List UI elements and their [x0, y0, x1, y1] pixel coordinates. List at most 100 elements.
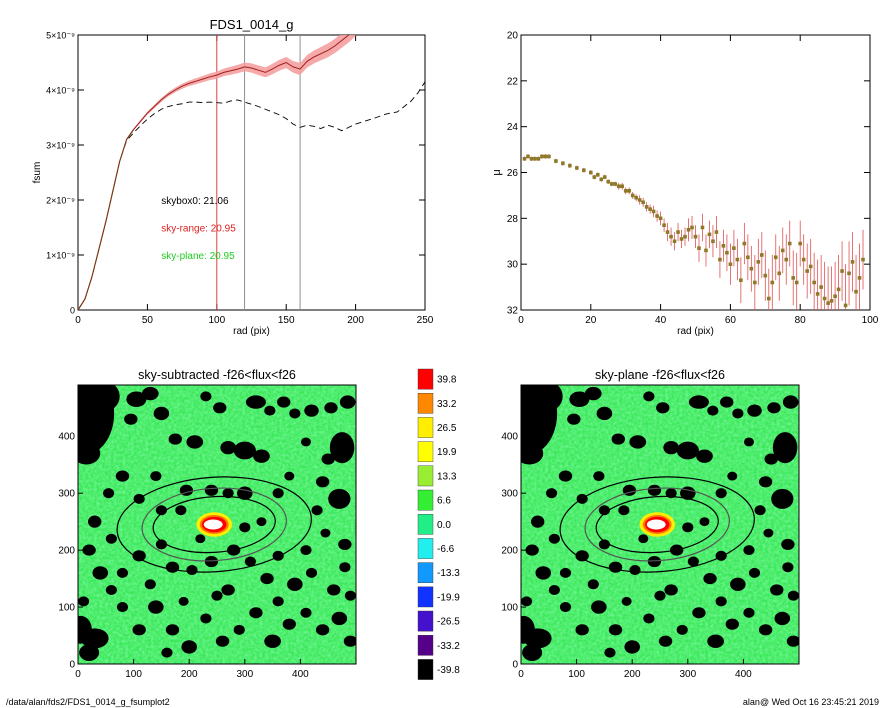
map1-masked-source [126, 391, 147, 408]
map2-masked-source [707, 405, 719, 416]
map1-masked-source [116, 602, 129, 613]
map1-masked-source [141, 386, 159, 401]
mu-point [812, 280, 816, 285]
map1-masked-source [211, 590, 223, 601]
mu-point [833, 294, 837, 299]
fsum-ylabel: fsum [32, 162, 43, 184]
map2-masked-source [521, 442, 544, 465]
map1-masked-source [245, 395, 266, 409]
map2-masked-source [548, 584, 560, 595]
map1-ytick-label: 0 [69, 660, 75, 671]
map1-xtick-label: 0 [75, 669, 81, 680]
mu-point [561, 161, 565, 166]
colorbar-swatch [417, 465, 434, 487]
colorbar-swatch [417, 417, 434, 438]
map2-masked-source [715, 550, 727, 561]
mu-ytick-label: 30 [507, 260, 519, 271]
mu-point [623, 189, 628, 193]
map2-masked-source [584, 386, 602, 401]
mu-point [770, 280, 775, 285]
fsum-xtick-label: 100 [208, 315, 225, 326]
map1-masked-source [233, 624, 245, 635]
map1-aperture-ellipse [141, 487, 287, 562]
map1-ytick-label: 300 [58, 489, 75, 500]
map1-masked-source [264, 405, 276, 416]
mu-point [822, 296, 827, 301]
map2-masked-source [575, 550, 589, 562]
map2-masked-source [521, 596, 533, 607]
map2-masked-source [720, 396, 734, 408]
fsum-annotation: sky-range: 20.95 [161, 224, 236, 235]
map2-masked-source [608, 561, 623, 573]
mu-point [746, 255, 750, 260]
map2-title: sky-plane -f26<flux<f26 [595, 368, 725, 382]
map2-masked-source [725, 618, 739, 630]
mu-chart: 0 20 40 60 80 100 20 22 24 26 28 30 32 rad (pix) μ [491, 31, 879, 338]
colorbar-label: -13.3 [437, 568, 460, 579]
map1-masked-source [221, 584, 235, 596]
fsum-ytick-label: 5×10⁻⁹ [46, 31, 75, 41]
map1-masked-source [165, 624, 180, 636]
mu-point [637, 198, 642, 202]
mu-point [669, 234, 673, 239]
mu-point [808, 264, 813, 269]
map2-masked-source [629, 565, 641, 576]
colorbar-label: 39.8 [437, 375, 457, 386]
map2-masked-source [687, 556, 699, 567]
map2-xtick-label: 300 [679, 669, 696, 680]
map1-masked-source [168, 433, 182, 445]
mu-point [763, 273, 768, 278]
mu-point [651, 209, 656, 214]
fsum-ytick-label: 1×10⁻⁹ [46, 251, 75, 261]
colorbar-label: 0.0 [437, 520, 451, 531]
colorbar-label: -39.8 [437, 665, 460, 676]
map1-masked-source [150, 471, 162, 482]
footer-stamp: alan@ Wed Oct 16 23:45:21 2019 [742, 697, 879, 707]
mu-point [620, 184, 625, 189]
map1-masked-source [320, 528, 331, 538]
colorbar-swatch [417, 586, 434, 608]
map2-masked-source [608, 624, 623, 636]
mu-point [655, 214, 659, 218]
map2-masked-source [748, 567, 761, 578]
map1-masked-source [82, 544, 96, 556]
map1-masked-source [324, 402, 338, 414]
map1-masked-source [344, 590, 356, 601]
fsum-ytick-label: 3×10⁻⁹ [46, 141, 75, 151]
map2-masked-source [774, 611, 791, 626]
mu-xlabel: rad (pix) [677, 326, 714, 337]
mu-point [634, 195, 638, 200]
mu-point [850, 260, 855, 264]
fsum-xtick-label: 200 [347, 315, 364, 326]
map2-masked-source [763, 528, 774, 538]
colorbar-swatch [417, 659, 434, 680]
map1-masked-source [282, 618, 296, 630]
fsum-xlabel: rad (pix) [233, 326, 270, 337]
map2-masked-source [559, 567, 572, 578]
mu-ytick-label: 26 [507, 168, 519, 179]
map2-masked-source [546, 488, 558, 499]
mu-point [725, 250, 729, 255]
map2-masked-source [696, 449, 713, 463]
mu-point [711, 239, 715, 244]
map2-masked-source [531, 515, 545, 528]
colorbar-label: -33.2 [437, 641, 460, 652]
map2-masked-source [575, 624, 589, 636]
fsum-annotation: skybox0: 21.06 [161, 196, 229, 207]
map1-masked-source [253, 449, 270, 463]
map2-masked-source [598, 505, 610, 516]
map2-masked-source [643, 391, 655, 402]
map1-image [78, 385, 356, 664]
map2-masked-source [591, 600, 607, 614]
map1-masked-source [161, 647, 173, 658]
map1-masked-source [165, 561, 180, 573]
map1-masked-source [103, 488, 115, 499]
mu-point [540, 154, 544, 159]
mu-point [595, 172, 600, 177]
mu-point [742, 241, 747, 246]
mu-point [784, 257, 789, 262]
colorbar-swatch [417, 489, 434, 511]
fsum-series-sky-range [78, 35, 350, 310]
map2-masked-source [781, 538, 795, 550]
map1-masked-source [315, 476, 330, 488]
